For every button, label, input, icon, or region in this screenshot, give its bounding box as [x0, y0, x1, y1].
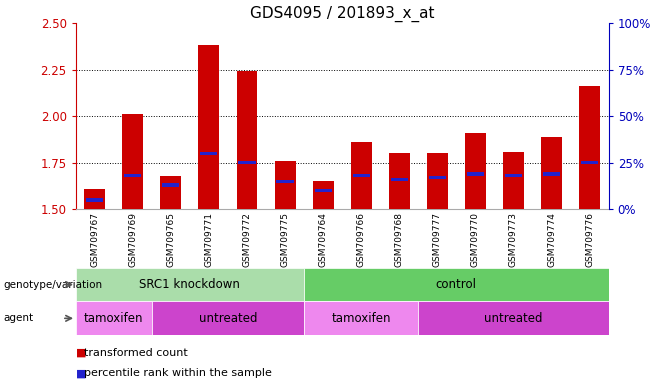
Title: GDS4095 / 201893_x_at: GDS4095 / 201893_x_at	[250, 5, 434, 22]
Bar	[276, 180, 293, 183]
Bar	[391, 178, 408, 181]
Text: percentile rank within the sample: percentile rank within the sample	[84, 368, 272, 378]
Text: SRC1 knockdown: SRC1 knockdown	[139, 278, 240, 291]
Bar	[353, 174, 370, 177]
Bar	[427, 154, 448, 209]
Text: tamoxifen: tamoxifen	[332, 312, 391, 325]
Bar	[86, 198, 103, 202]
Bar	[351, 142, 372, 209]
Bar	[200, 152, 218, 155]
Bar	[467, 172, 484, 175]
Bar	[238, 161, 255, 164]
Bar	[161, 176, 182, 209]
Text: genotype/variation: genotype/variation	[3, 280, 103, 290]
Text: agent: agent	[3, 313, 34, 323]
Bar	[579, 86, 600, 209]
Bar	[313, 181, 334, 209]
Bar	[304, 268, 609, 301]
Bar	[541, 137, 562, 209]
Bar	[236, 71, 257, 209]
Text: untreated: untreated	[199, 312, 257, 325]
Bar	[199, 45, 219, 209]
Bar	[543, 172, 560, 175]
Bar	[274, 161, 295, 209]
Bar	[76, 301, 152, 335]
Text: control: control	[436, 278, 477, 291]
Bar	[124, 174, 141, 177]
Bar	[465, 133, 486, 209]
Bar	[152, 301, 304, 335]
Text: ■: ■	[76, 368, 86, 378]
Bar	[84, 189, 105, 209]
Text: ■: ■	[76, 348, 86, 358]
Bar	[315, 189, 332, 192]
Text: tamoxifen: tamoxifen	[84, 312, 143, 325]
Bar	[505, 174, 522, 177]
Text: transformed count: transformed count	[84, 348, 188, 358]
Bar	[581, 161, 598, 164]
Bar	[429, 176, 446, 179]
Bar	[122, 114, 143, 209]
Bar	[389, 154, 410, 209]
Bar	[304, 301, 418, 335]
Bar	[503, 152, 524, 209]
Bar	[163, 184, 180, 187]
Bar	[418, 301, 609, 335]
Text: untreated: untreated	[484, 312, 543, 325]
Bar	[76, 268, 304, 301]
